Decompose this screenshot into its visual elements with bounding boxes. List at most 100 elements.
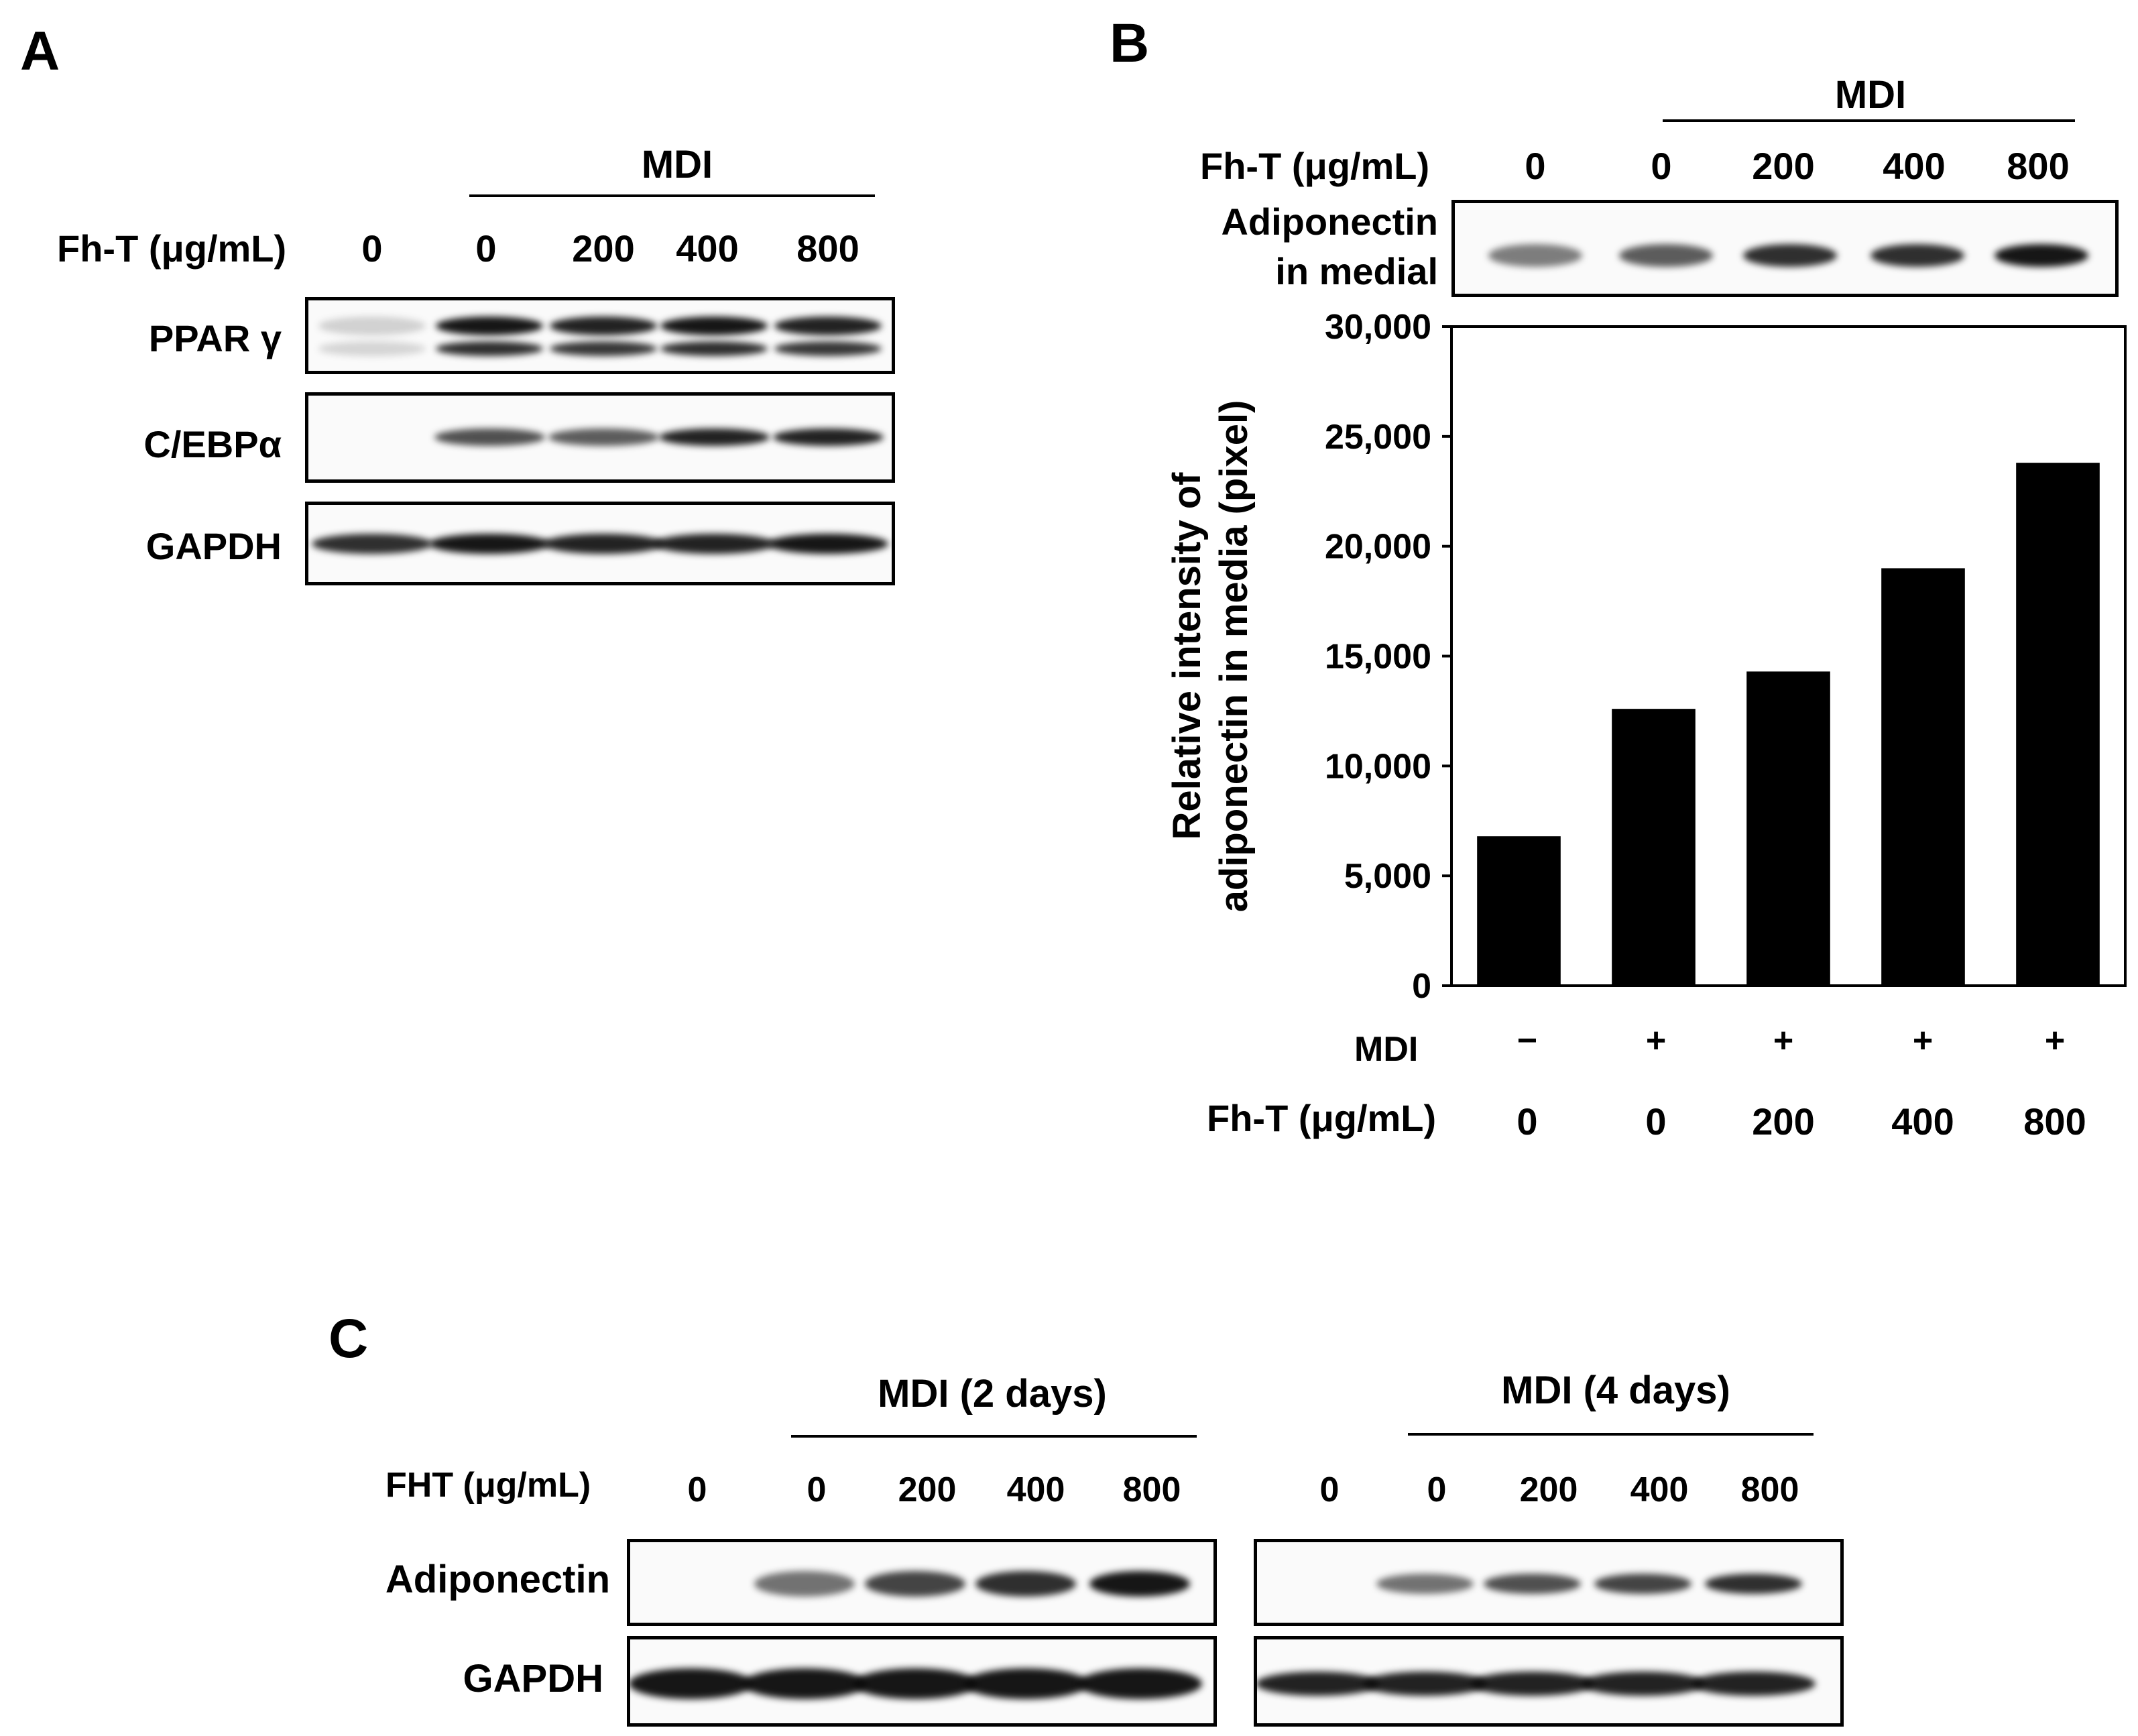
blot-band xyxy=(865,1571,965,1597)
panel-c-dose: 200 xyxy=(1519,1470,1578,1509)
panel-c-adiponectin-blot-2days xyxy=(627,1539,1217,1626)
blot-band xyxy=(1077,1668,1202,1699)
blot-band xyxy=(658,428,770,446)
blot-band xyxy=(654,534,774,554)
panel-b-adiponectin-blot xyxy=(1451,200,2119,297)
blot-band xyxy=(1580,1672,1705,1696)
y-tick-label: 20,000 xyxy=(1325,528,1431,567)
panel-b-treatment-label: Fh-T (μg/mL) xyxy=(1200,145,1430,187)
y-axis-label-line1: Relative intensity of xyxy=(1165,472,1209,840)
blot-band xyxy=(1362,1672,1487,1696)
panel-b-letter: B xyxy=(1110,13,1150,74)
blot-band xyxy=(963,1668,1088,1699)
blot-band xyxy=(754,1571,855,1597)
panel-c-letter: C xyxy=(329,1308,369,1369)
blot-band xyxy=(1470,1672,1594,1696)
panel-b-bottom-dose: 800 xyxy=(2023,1100,2086,1143)
blot-band xyxy=(1704,1574,1802,1594)
panel-c-treatment-label: FHT (μg/mL) xyxy=(385,1466,591,1505)
panel-b-mdi-sign: + xyxy=(1912,1021,1934,1060)
blot-band xyxy=(436,316,543,335)
panel-b-bar-chart: 0 5,000 10,000 15,000 20,000 25,000 30,000 Rel… xyxy=(1165,308,2127,1006)
blot-band xyxy=(774,341,882,356)
blot-band xyxy=(1488,244,1582,267)
blot-band xyxy=(742,1668,867,1699)
panel-b-blot-label-line1: Adiponectin xyxy=(1221,200,1438,243)
blot-band xyxy=(1089,1571,1190,1597)
blot-band xyxy=(1257,1672,1380,1696)
panel-a-letter: A xyxy=(20,21,60,82)
panel-a-dose: 800 xyxy=(796,227,859,270)
panel-c-gapdh-blot-2days xyxy=(627,1636,1217,1727)
panel-c-dose: 0 xyxy=(1319,1470,1340,1509)
panel-c-dose: 200 xyxy=(898,1470,957,1509)
panel-b-mdi-line xyxy=(1663,119,2075,122)
panel-c-dose: 0 xyxy=(687,1470,707,1509)
panel-a-gapdh-blot xyxy=(305,502,895,585)
panel-c-dose: 800 xyxy=(1122,1470,1181,1509)
blot-band xyxy=(1743,244,1837,267)
panel-b-dose: 800 xyxy=(2007,145,2070,187)
panel-c-group2-line xyxy=(1408,1433,1814,1436)
panel-c-dose: 0 xyxy=(807,1470,827,1509)
blot-band xyxy=(550,316,657,335)
panel-a-blot-label: PPAR γ xyxy=(148,317,282,359)
panel-b-bottom-treatment-label: Fh-T (μg/mL) xyxy=(1207,1097,1437,1139)
panel-c-row2-label: GAPDH xyxy=(463,1657,603,1700)
y-tick-label: 10,000 xyxy=(1325,747,1431,786)
blot-band xyxy=(312,534,432,554)
panel-b-mdi-sign: + xyxy=(1773,1021,1794,1060)
panel-a-blot-label: C/EBPα xyxy=(143,423,282,465)
panel-b-mdi-sign: − xyxy=(1517,1021,1538,1060)
blot-band xyxy=(1376,1574,1474,1594)
blot-band xyxy=(660,341,768,356)
blot-band xyxy=(660,316,768,335)
blot-band xyxy=(429,534,550,554)
blot-band xyxy=(774,316,882,335)
blot-band xyxy=(318,316,426,335)
panel-c-dose: 400 xyxy=(1630,1470,1689,1509)
panel-b-mdi-sign: + xyxy=(1645,1021,1667,1060)
panel-a-dose: 400 xyxy=(676,227,739,270)
panel-c-dose: 400 xyxy=(1006,1470,1065,1509)
blot-band xyxy=(436,341,543,356)
panel-c-adiponectin-blot-4days xyxy=(1254,1539,1844,1626)
blot-band xyxy=(434,428,545,446)
panel-b-dose: 0 xyxy=(1651,145,1672,187)
y-tick-label: 25,000 xyxy=(1325,418,1431,457)
y-tick-label: 30,000 xyxy=(1325,308,1431,347)
panel-b-bottom-dose: 0 xyxy=(1645,1100,1667,1143)
panel-a-pparg-blot xyxy=(305,297,895,374)
blot-band xyxy=(1619,244,1713,267)
panel-a-blot-label: GAPDH xyxy=(145,525,282,567)
panel-b-mdi-sign: + xyxy=(2044,1021,2066,1060)
y-axis-label-line2: adiponectin in media (pixel) xyxy=(1212,400,1256,913)
blot-band xyxy=(768,534,888,554)
panel-c-gapdh-blot-4days xyxy=(1254,1636,1844,1727)
blot-band xyxy=(548,428,659,446)
blot-band xyxy=(550,341,657,356)
bar-1 xyxy=(1612,709,1696,986)
panel-b-dose: 0 xyxy=(1525,145,1546,187)
blot-band xyxy=(1594,1574,1691,1594)
blot-band xyxy=(975,1571,1076,1597)
panel-c-group2-label: MDI (4 days) xyxy=(1501,1369,1730,1412)
blot-band xyxy=(772,428,884,446)
panel-a-cebpa-blot xyxy=(305,392,895,483)
blot-band xyxy=(1483,1574,1581,1594)
bar-0 xyxy=(1477,836,1561,986)
panel-a-treatment-label: Fh-T (μg/mL) xyxy=(57,227,287,270)
panel-c-dose: 800 xyxy=(1740,1470,1799,1509)
blot-band xyxy=(543,534,664,554)
y-tick-label: 15,000 xyxy=(1325,638,1431,677)
panel-b-mdi-label: MDI xyxy=(1834,73,1907,117)
y-tick-label: 5,000 xyxy=(1344,857,1431,896)
blot-band xyxy=(1995,244,2088,267)
bar-2 xyxy=(1746,671,1830,986)
panel-a-dose: 0 xyxy=(361,227,383,270)
blot-band xyxy=(1691,1672,1816,1696)
blot-band xyxy=(630,1668,753,1699)
panel-b-dose: 400 xyxy=(1883,145,1946,187)
bar-4 xyxy=(2016,463,2100,986)
panel-a-mdi-line xyxy=(469,194,875,197)
